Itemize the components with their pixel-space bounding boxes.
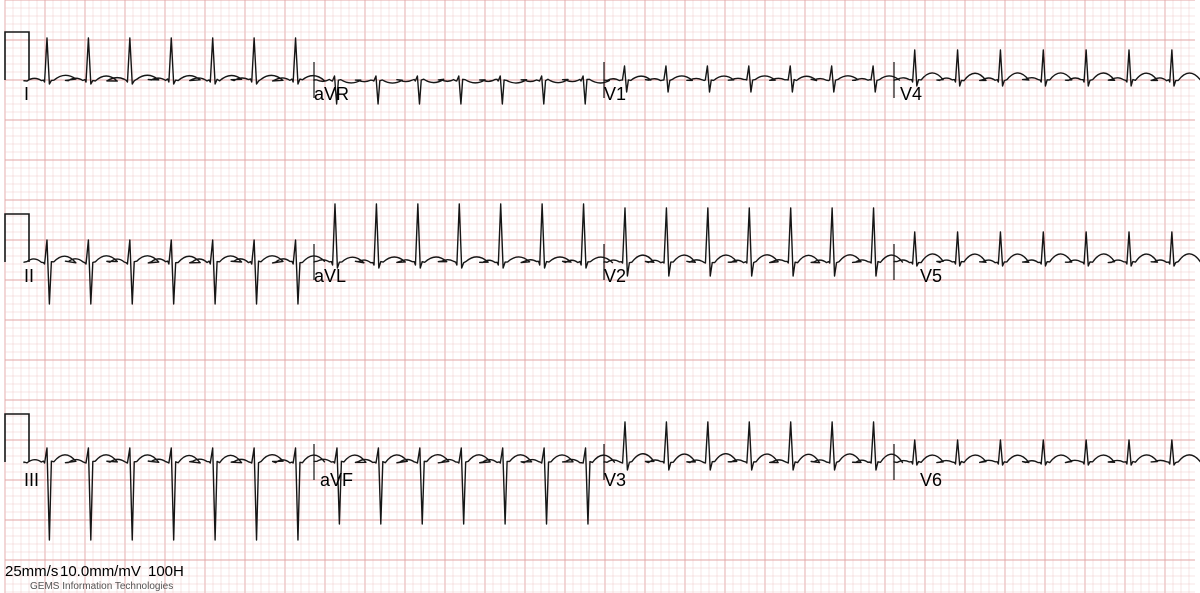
ecg-grid	[5, 0, 1195, 593]
lead-label-V5: V5	[920, 266, 942, 286]
ecg-canvas: IaVR V1 V4 II aVL V2 V5 III aVF V3 V6 25mm/s10.0mm/…	[0, 0, 1200, 593]
lead-label-II: II	[24, 266, 34, 286]
footer-speed: 25mm/s	[5, 563, 58, 580]
lead-trace-V5	[894, 232, 1200, 266]
lead-label-V3: V3	[604, 470, 626, 490]
lead-trace-V6	[894, 440, 1200, 465]
lead-label-III: III	[24, 470, 39, 490]
lead-trace-V3	[604, 422, 902, 470]
footer-device: GEMS Information Technologies	[30, 581, 173, 592]
calibration-pulse	[5, 414, 29, 462]
footer-filter: 100H	[148, 563, 184, 580]
lead-trace-V4	[894, 50, 1200, 86]
footer-gain: 10.0mm/mV	[60, 563, 141, 580]
lead-trace-aVL	[314, 204, 612, 268]
lead-label-aVL: aVL	[314, 266, 346, 286]
lead-label-V6: V6	[920, 470, 942, 490]
lead-label-V4: V4	[900, 84, 922, 104]
lead-trace-aVF	[314, 448, 614, 524]
lead-label-V2: V2	[604, 266, 626, 286]
lead-label-aVR: aVR	[314, 84, 349, 104]
lead-label-I: I	[24, 84, 29, 104]
calibration-pulse	[5, 214, 29, 262]
lead-label-aVF: aVF	[320, 470, 353, 490]
lead-label-V1: V1	[604, 84, 626, 104]
lead-trace-V2	[604, 208, 902, 276]
